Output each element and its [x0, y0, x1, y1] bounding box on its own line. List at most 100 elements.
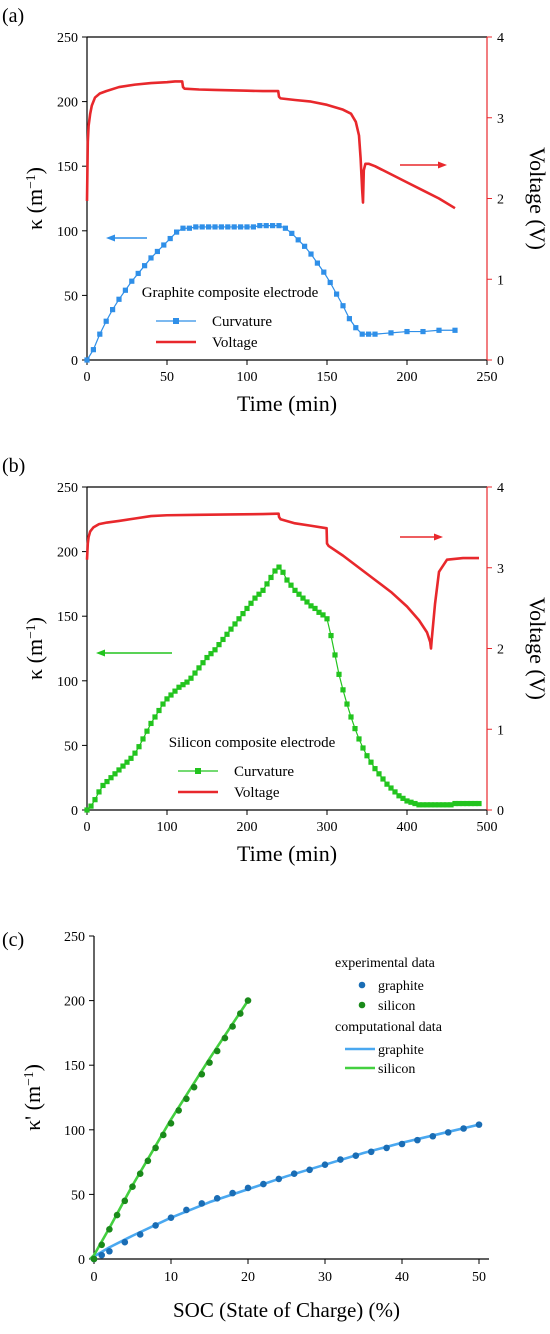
- curvature-point: [340, 687, 346, 693]
- curvature-point: [200, 660, 206, 666]
- curvature-point: [116, 767, 122, 773]
- experimental-silicon-point: [160, 1131, 167, 1139]
- curvature-point: [110, 307, 116, 313]
- experimental-graphite-point: [198, 1200, 206, 1207]
- curvature-point: [108, 775, 114, 781]
- x-tick-label: 400: [397, 820, 418, 835]
- curvature-point: [436, 327, 442, 333]
- legend-group-title: experimental data: [335, 956, 436, 971]
- voltage-arrowhead: [434, 533, 443, 541]
- panel-a: (a)0 50 100 150 200 25005010015020025001234Ti…: [2, 5, 550, 416]
- curvature-point: [103, 318, 109, 324]
- legend-exp-silicon-label: silicon: [378, 999, 415, 1014]
- curvature-point: [263, 223, 269, 229]
- x-axis-label: SOC (State of Charge) (%): [173, 1298, 400, 1322]
- curvature-point: [476, 800, 482, 807]
- y-left-tick-label: 100: [57, 675, 78, 690]
- experimental-silicon-point: [144, 1157, 152, 1165]
- curvature-point: [104, 778, 110, 785]
- curvature-point: [216, 642, 222, 648]
- curvature-point: [344, 701, 350, 707]
- curvature-point: [359, 331, 365, 337]
- x-tick-label: 150: [317, 370, 338, 385]
- y-left-tick-label: 200: [57, 96, 78, 111]
- y-right-tick-label: 0: [497, 804, 504, 819]
- curvature-point: [88, 803, 94, 809]
- curvature-point: [289, 230, 295, 236]
- experimental-graphite-point: [352, 1152, 360, 1159]
- y-right-tick-label: 2: [497, 643, 504, 658]
- curvature-point: [314, 260, 320, 266]
- experimental-graphite-point: [337, 1156, 344, 1163]
- curvature-point: [412, 800, 418, 807]
- y-right-tick-label: 1: [497, 273, 504, 288]
- curvature-point: [204, 654, 210, 661]
- curvature-point: [444, 802, 450, 808]
- curvature-point: [140, 736, 146, 742]
- curvature-point: [238, 224, 244, 230]
- curvature-point: [128, 755, 134, 761]
- curvature-point: [218, 224, 224, 230]
- legend-voltage-label: Voltage: [212, 335, 258, 351]
- experimental-graphite-point: [229, 1189, 236, 1197]
- y-left-axis-label: κ (m−1): [22, 167, 47, 230]
- experimental-silicon-point: [229, 1023, 236, 1030]
- y-left-tick-label: 200: [57, 546, 78, 561]
- x-tick-label: 0: [84, 370, 91, 385]
- annotation: Graphite composite electrode: [142, 285, 319, 301]
- curvature-point: [96, 789, 102, 795]
- y-right-axis-label: Voltage (V): [525, 147, 550, 250]
- curvature-point: [448, 802, 454, 808]
- curvature-point: [452, 327, 458, 333]
- curvature-point: [193, 224, 199, 230]
- curvature-point: [464, 800, 470, 807]
- curvature-point: [156, 707, 162, 714]
- experimental-graphite-point: [106, 1247, 113, 1255]
- curvature-point: [196, 665, 202, 671]
- experimental-graphite-point: [321, 1161, 329, 1168]
- curvature-point: [332, 652, 338, 658]
- legend-curvature-marker: [195, 768, 201, 774]
- curvature-point: [100, 782, 106, 789]
- curvature-point: [231, 224, 237, 230]
- curvature-point: [308, 603, 314, 609]
- curvature-point: [316, 609, 322, 615]
- curvature-point: [366, 331, 372, 337]
- curvature-point: [232, 621, 238, 627]
- curvature-point: [346, 316, 352, 322]
- x-tick-label: 0: [84, 820, 91, 835]
- y-right-tick-label: 4: [497, 481, 504, 496]
- x-tick-label: 500: [477, 820, 498, 835]
- x-tick-label: 20: [241, 1270, 255, 1285]
- y-left-tick-label: 150: [57, 160, 78, 175]
- curvature-point: [97, 331, 103, 337]
- curvature-point: [120, 763, 126, 769]
- experimental-graphite-point: [98, 1251, 105, 1259]
- y-right-tick-label: 1: [497, 723, 504, 738]
- x-tick-label: 300: [317, 820, 338, 835]
- legend-voltage-label: Voltage: [234, 785, 280, 801]
- curvature-point: [364, 753, 370, 759]
- curvature-point: [92, 797, 98, 803]
- x-tick-label: 200: [397, 370, 418, 385]
- x-tick-label: 100: [237, 370, 258, 385]
- curvature-point: [295, 237, 301, 243]
- curvature-point: [320, 612, 326, 618]
- experimental-silicon-point: [152, 1144, 159, 1152]
- y-left-axis-label: κ (m−1): [22, 617, 47, 680]
- curvature-point: [152, 714, 158, 720]
- y-tick-label: 100: [64, 1124, 85, 1139]
- experimental-graphite-point: [429, 1132, 437, 1140]
- curvature-point: [436, 802, 442, 808]
- y-right-tick-label: 0: [497, 354, 504, 369]
- legend-comp-silicon-label: silicon: [378, 1062, 415, 1077]
- x-tick-label: 100: [157, 820, 178, 835]
- curvature-point: [256, 591, 262, 597]
- experimental-silicon-point: [106, 1225, 113, 1233]
- y-axis-label: κ' (m−1): [20, 1064, 45, 1131]
- y-tick-label: 150: [64, 1059, 85, 1074]
- curvature-point: [340, 303, 346, 309]
- curvature-point: [312, 605, 318, 612]
- experimental-silicon-point: [98, 1241, 105, 1249]
